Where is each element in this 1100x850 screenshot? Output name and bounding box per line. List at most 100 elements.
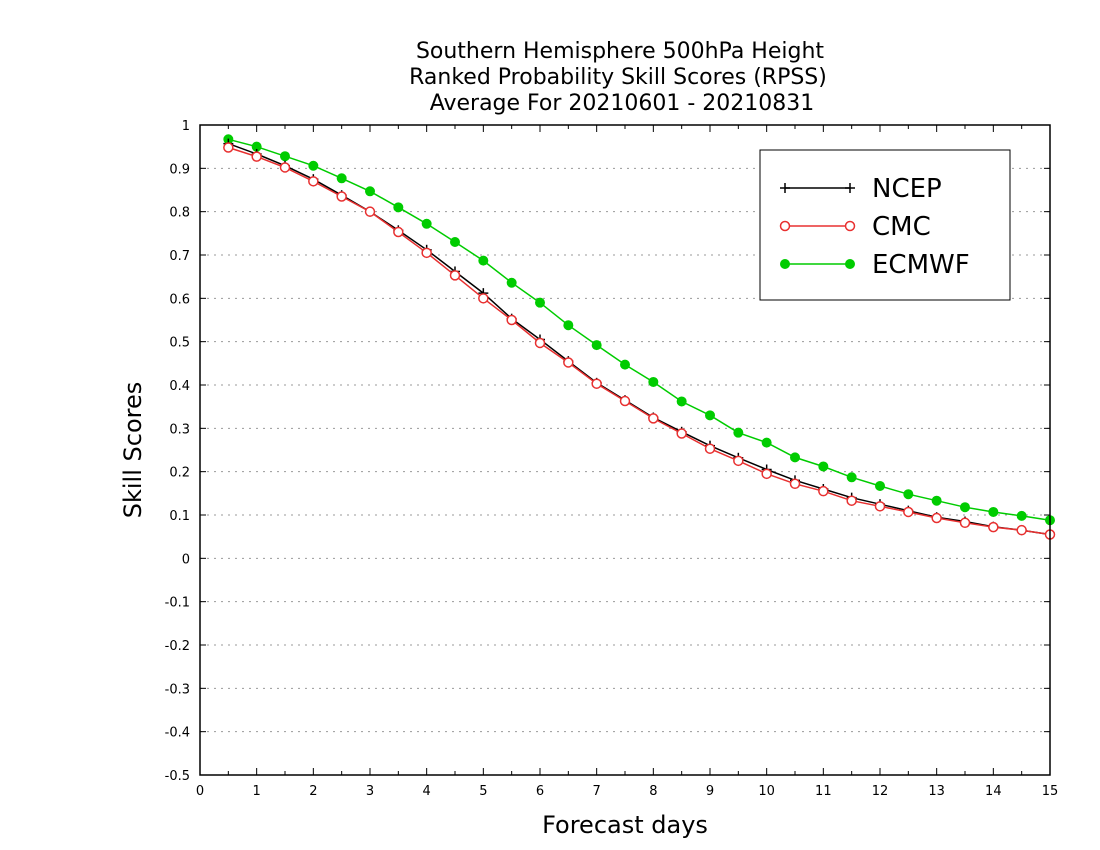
x-tick-label: 9	[706, 784, 714, 799]
point-ecmwf	[450, 237, 460, 247]
point-ecmwf	[478, 255, 489, 266]
y-tick-label: 0.7	[169, 249, 190, 264]
point-ecmwf	[875, 480, 885, 491]
series-group	[223, 134, 1056, 540]
point-cmc	[308, 176, 319, 187]
legend-marker-cmc	[844, 220, 856, 232]
point-cmc	[449, 270, 461, 281]
legend: NCEP CMC ECMWF	[759, 149, 1011, 301]
x-tick-label: 6	[536, 784, 544, 799]
point-ecmwf	[846, 472, 857, 483]
point-ecmwf	[818, 461, 829, 472]
legend-marker-ecmwf	[845, 259, 855, 269]
title-line-2: Ranked Probability Skill Scores (RPSS)	[409, 65, 827, 90]
x-tick-label: 4	[423, 784, 431, 799]
point-ecmwf	[903, 489, 914, 500]
point-cmc	[336, 191, 347, 202]
y-tick-labels: -0.5 -0.4 -0.3 -0.2 -0.1 0 0.1 0.2 0.3 0.4 0.5 0.6 0…	[165, 119, 190, 784]
title-line-3: Average For 20210601 - 20210831	[430, 91, 815, 116]
point-ecmwf	[1016, 510, 1027, 521]
point-ecmwf	[790, 452, 800, 463]
y-tick-label: 0.2	[169, 466, 190, 481]
y-tick-label: -0.3	[165, 682, 190, 697]
point-ecmwf	[960, 502, 970, 513]
point-cmc	[648, 413, 659, 424]
point-cmc	[789, 478, 801, 490]
point-ecmwf	[648, 376, 659, 387]
point-cmc	[591, 378, 602, 389]
point-cmc	[619, 395, 631, 407]
x-tick-label: 12	[872, 784, 889, 799]
point-cmc	[534, 337, 546, 349]
x-tick-label: 3	[366, 784, 374, 799]
point-cmc	[818, 485, 829, 497]
point-ecmwf	[308, 160, 319, 171]
legend-marker-ncep	[845, 183, 855, 193]
y-tick-label: 0.5	[169, 336, 190, 351]
legend-marker-ecmwf	[780, 259, 790, 269]
plot-frame	[199, 124, 1051, 776]
point-ecmwf	[620, 359, 630, 370]
point-cmc	[251, 151, 262, 162]
y-tick-label: 0.3	[169, 422, 190, 437]
point-ecmwf	[563, 320, 574, 331]
point-cmc	[959, 517, 971, 529]
x-tick-labels: 0 1 2 3 4 5 6 7 8 9 10 11 12 13 14 15	[196, 784, 1058, 799]
x-tick-label: 1	[253, 784, 261, 799]
point-cmc	[478, 293, 489, 304]
legend-item-ncep: NCEP	[780, 174, 942, 204]
point-cmc	[364, 206, 376, 217]
x-tick-label: 13	[928, 784, 945, 799]
legend-item-ecmwf: ECMWF	[780, 250, 970, 280]
title-line-1: Southern Hemisphere 500hPa Height	[416, 39, 824, 64]
series-ecmwf	[223, 134, 1055, 526]
point-cmc	[279, 162, 291, 173]
y-tick-label: 0.9	[169, 162, 190, 177]
point-ecmwf	[733, 427, 744, 438]
y-tick-label: 1	[182, 119, 190, 134]
point-cmc	[846, 495, 857, 506]
y-tick-label: -0.1	[165, 596, 190, 611]
x-tick-label: 8	[649, 784, 657, 799]
point-ecmwf	[393, 202, 404, 213]
point-cmc	[988, 521, 999, 533]
point-cmc	[563, 357, 574, 368]
y-tick-label: -0.2	[165, 639, 190, 654]
point-cmc	[393, 226, 404, 238]
point-ecmwf	[988, 506, 999, 517]
point-cmc	[903, 506, 914, 518]
y-tick-label: 0.6	[169, 292, 190, 307]
point-cmc	[733, 455, 744, 467]
y-tick-label: 0.4	[169, 379, 190, 394]
x-tick-label: 11	[815, 784, 832, 799]
point-ecmwf	[676, 396, 687, 407]
x-tick-label: 0	[196, 784, 204, 799]
point-ecmwf	[931, 495, 942, 506]
point-ecmwf	[280, 151, 290, 162]
legend-item-cmc: CMC	[779, 212, 931, 242]
y-tick-label: 0.1	[169, 509, 190, 524]
x-axis-label: Forecast days	[542, 811, 708, 839]
point-cmc	[931, 512, 942, 524]
point-ecmwf	[761, 437, 772, 448]
point-ecmwf	[506, 277, 517, 288]
legend-label-cmc: CMC	[872, 212, 931, 242]
point-cmc	[676, 428, 687, 439]
chart-title: Southern Hemisphere 500hPa Height Ranked…	[409, 39, 827, 116]
point-ecmwf	[535, 297, 545, 308]
x-tick-label: 5	[479, 784, 487, 799]
point-ecmwf	[421, 218, 432, 229]
x-tick-label: 2	[309, 784, 317, 799]
series-cmc	[223, 142, 1056, 540]
point-cmc	[704, 443, 716, 454]
legend-items: NCEP CMC ECMWF	[779, 174, 970, 280]
y-tick-label: -0.4	[165, 726, 190, 741]
legend-label-ncep: NCEP	[872, 174, 942, 204]
point-ecmwf	[365, 186, 375, 197]
point-cmc	[1016, 524, 1027, 536]
point-cmc	[421, 247, 432, 259]
point-cmc	[223, 142, 234, 153]
y-tick-label: 0.8	[169, 206, 190, 221]
y-tick-label: 0	[182, 552, 190, 567]
